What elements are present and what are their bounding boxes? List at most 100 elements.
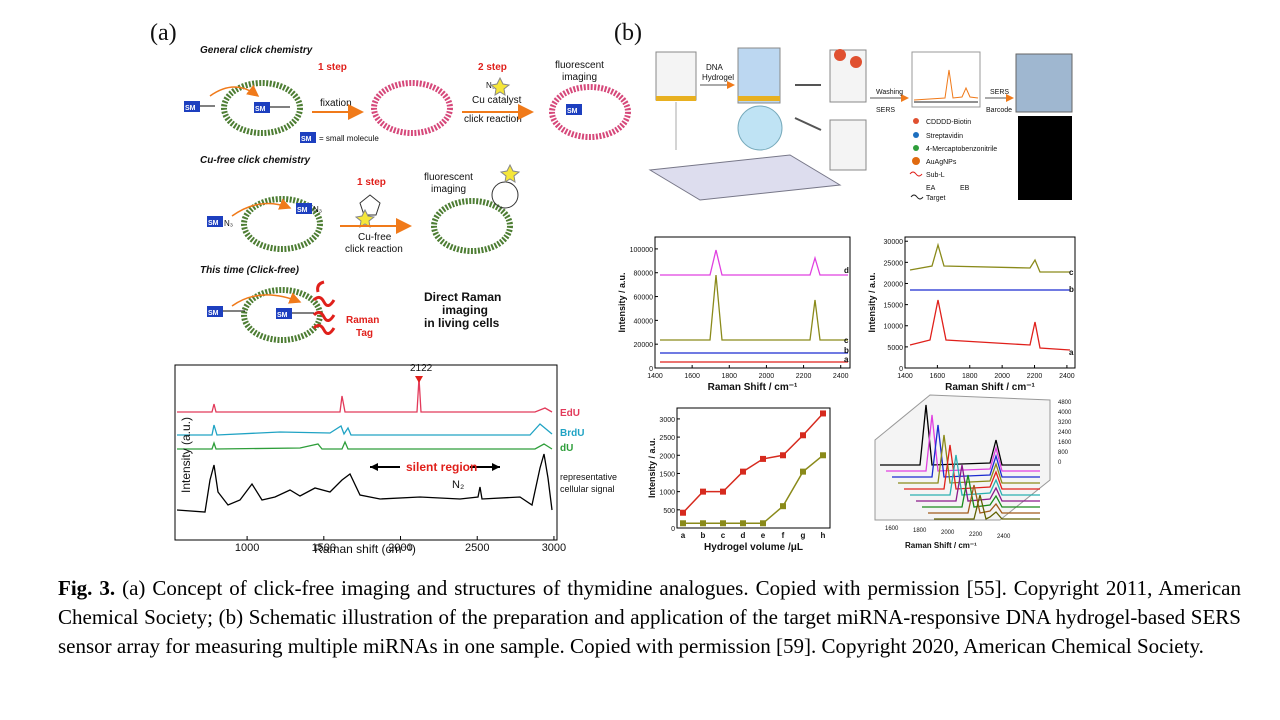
label: EdU [560, 408, 580, 419]
label: 1 step [318, 62, 347, 73]
curve-label: b [844, 346, 849, 355]
shape [176, 453, 553, 513]
point [720, 488, 726, 495]
label: = small molecule [319, 134, 379, 143]
label: Tag [356, 328, 373, 339]
point [820, 410, 826, 417]
label: EB [960, 185, 970, 192]
shape [850, 56, 862, 68]
shape [276, 308, 292, 319]
point [780, 452, 786, 459]
shape [656, 96, 696, 101]
label: N₃ [313, 205, 322, 214]
shape [909, 242, 1070, 273]
z-tick-label: 1600 [1058, 440, 1072, 446]
y-axis-label: Intensity / a.u. [617, 272, 627, 332]
x-tick-label: 1600 [684, 373, 700, 380]
x-axis-label: Raman Shift / cm⁻¹ [905, 541, 977, 550]
z-tick-label: 3200 [1058, 420, 1072, 426]
point [780, 503, 786, 510]
point [740, 468, 746, 475]
label: SM [185, 105, 196, 112]
spectrum [928, 484, 1040, 514]
x-tick-label: f [782, 531, 785, 540]
label: fluorescent [424, 172, 473, 183]
shape [737, 47, 781, 104]
x-tick-label: 1500 [312, 542, 336, 554]
x-tick-label: 2400 [833, 373, 849, 380]
y-tick-label: 60000 [634, 295, 654, 302]
shape [489, 76, 511, 96]
z-tick-label: 4000 [1058, 410, 1072, 416]
y-tick-label: 1000 [659, 490, 675, 497]
shape [834, 49, 846, 61]
curve-label: c [1069, 268, 1074, 277]
caption-text: (a) Concept of click-free imaging and st… [58, 576, 1241, 658]
caption-label: Fig. 3. [58, 576, 116, 600]
label: Cu-free click chemistry [200, 155, 310, 166]
shape [655, 51, 697, 101]
label: click reaction [464, 114, 522, 125]
label: SM [567, 108, 578, 115]
label: Cu-free [358, 232, 392, 243]
label: representative [560, 472, 617, 482]
label: BrdU [560, 428, 584, 439]
point [740, 520, 746, 527]
x-axis-label: Raman Shift / cm⁻¹ [708, 382, 798, 393]
shape [499, 163, 521, 183]
label: EA [926, 185, 936, 192]
label: SERS [876, 107, 895, 114]
shape [491, 181, 519, 209]
x-axis-label: Hydrogel volume /μL [704, 542, 803, 553]
label: Streptavidin [926, 133, 963, 140]
shape [909, 299, 1071, 351]
x-tick-label: 2000 [994, 373, 1010, 380]
x-axis-label: Raman Shift / cm⁻¹ [945, 382, 1035, 393]
x-tick-label: 2000 [388, 542, 412, 554]
shape [415, 376, 423, 383]
y-tick-label: 2500 [659, 435, 675, 442]
point [680, 520, 686, 527]
y-tick-label: 100000 [630, 247, 653, 254]
y-tick-label: 20000 [884, 281, 904, 288]
y-tick-label: 10000 [884, 324, 904, 331]
label: imaging [442, 303, 488, 317]
y-tick-label: 500 [663, 508, 675, 515]
label: SM [208, 220, 219, 227]
z-tick-label: 0 [1058, 460, 1062, 466]
label: Hydrogel [702, 73, 734, 82]
y-tick-label: 0 [671, 526, 675, 533]
shape [648, 154, 842, 201]
x-tick-label: 2000 [941, 530, 955, 536]
y-tick-label: 0 [649, 366, 653, 373]
shape [909, 171, 923, 177]
shape [1018, 116, 1072, 200]
curve-label: d [844, 266, 849, 275]
y-tick-label: 80000 [634, 271, 654, 278]
shape [241, 287, 323, 343]
label: SM [208, 310, 219, 317]
point [800, 468, 806, 475]
x-tick-label: h [821, 531, 826, 540]
shape [431, 198, 513, 254]
shape [354, 208, 376, 228]
spectrum [934, 494, 1040, 520]
label: N₃ [224, 219, 233, 228]
shape [910, 194, 924, 200]
y-tick-label: 40000 [634, 318, 654, 325]
x-tick-label: 1600 [930, 373, 946, 380]
shape [296, 203, 312, 214]
line [683, 454, 824, 525]
shape [911, 51, 981, 108]
y-tick-label: 5000 [887, 345, 903, 352]
x-tick-label: 1400 [647, 373, 663, 380]
shape [880, 404, 1040, 520]
label: Target [926, 195, 946, 202]
shape [371, 80, 453, 136]
shape [737, 105, 783, 151]
figure: (a) (b) General click chemistry 1 step 2… [150, 20, 1076, 556]
z-tick-label: 4800 [1058, 400, 1072, 406]
shape [913, 145, 919, 151]
label: 2122 [410, 363, 433, 374]
